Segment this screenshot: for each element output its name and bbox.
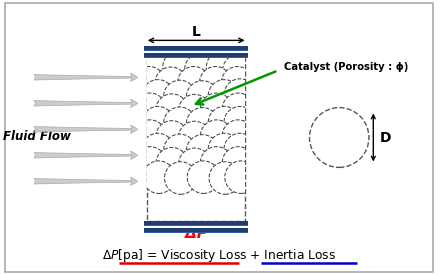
Bar [145, 53, 248, 58]
Ellipse shape [208, 106, 240, 139]
Ellipse shape [199, 67, 232, 99]
Ellipse shape [164, 134, 196, 167]
Text: $\it{\Delta P}$[pa] = Viscosity Loss + Inertia Loss: $\it{\Delta P}$[pa] = Viscosity Loss + I… [102, 247, 336, 264]
Ellipse shape [187, 108, 219, 140]
Ellipse shape [155, 67, 187, 100]
Bar [145, 50, 248, 51]
Bar [145, 228, 248, 233]
Ellipse shape [178, 67, 210, 99]
Ellipse shape [200, 120, 232, 152]
Text: L: L [192, 25, 201, 39]
Ellipse shape [187, 81, 219, 113]
Bar [145, 232, 248, 233]
Ellipse shape [223, 54, 255, 87]
Ellipse shape [224, 79, 256, 111]
Ellipse shape [222, 147, 255, 179]
Ellipse shape [179, 121, 211, 154]
Text: Catalyst (Porosity : ϕ): Catalyst (Porosity : ϕ) [284, 62, 408, 72]
Ellipse shape [141, 54, 173, 87]
Ellipse shape [142, 80, 174, 112]
Bar [145, 46, 248, 51]
Ellipse shape [179, 148, 211, 181]
Ellipse shape [221, 67, 254, 99]
Ellipse shape [142, 133, 174, 166]
Ellipse shape [208, 80, 240, 112]
Ellipse shape [134, 147, 166, 179]
Ellipse shape [133, 67, 165, 99]
Ellipse shape [187, 161, 220, 193]
Text: ΔP: ΔP [185, 226, 208, 241]
Ellipse shape [187, 135, 219, 167]
Ellipse shape [156, 121, 188, 153]
Ellipse shape [222, 93, 255, 126]
Ellipse shape [309, 108, 369, 167]
Ellipse shape [200, 93, 232, 126]
Ellipse shape [143, 161, 175, 193]
Bar [145, 225, 248, 226]
Ellipse shape [163, 51, 195, 83]
Ellipse shape [179, 94, 211, 127]
Text: Fluid Flow: Fluid Flow [3, 130, 71, 143]
Bar [145, 51, 248, 53]
Bar [145, 57, 248, 58]
Ellipse shape [209, 162, 241, 194]
Bar [145, 221, 248, 226]
Ellipse shape [134, 120, 166, 152]
Ellipse shape [185, 53, 217, 86]
Ellipse shape [156, 94, 188, 126]
Ellipse shape [164, 107, 196, 139]
Ellipse shape [206, 51, 239, 83]
Bar [147, 58, 245, 221]
Ellipse shape [200, 147, 232, 179]
Ellipse shape [134, 93, 166, 126]
Ellipse shape [164, 162, 197, 194]
Bar [145, 226, 248, 228]
Ellipse shape [225, 161, 257, 193]
Ellipse shape [142, 106, 174, 139]
Ellipse shape [224, 133, 256, 166]
Text: D: D [380, 131, 391, 144]
Bar [147, 58, 245, 221]
Ellipse shape [224, 106, 256, 139]
Ellipse shape [208, 133, 240, 166]
Ellipse shape [164, 80, 196, 113]
Ellipse shape [222, 120, 255, 152]
Ellipse shape [156, 147, 188, 180]
